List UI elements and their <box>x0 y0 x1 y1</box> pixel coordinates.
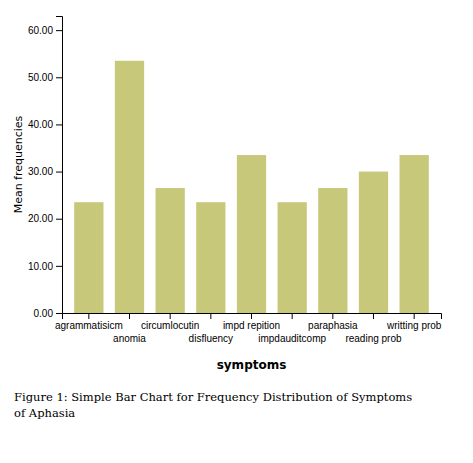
y-tick: 0.00 <box>34 308 62 319</box>
y-axis-title: Mean frequencies <box>12 115 25 213</box>
x-tick-label: agrammatisicm <box>55 320 123 331</box>
y-tick-label: 20.00 <box>28 213 53 224</box>
y-tick-mark <box>56 219 62 220</box>
y-tick-label: 10.00 <box>28 261 53 272</box>
plot: 0.00 10.00 20.00 30.00 40.00 50.00 60.00 agramm… <box>28 17 442 345</box>
y-tick-mark <box>56 124 62 125</box>
y-tick-mark <box>56 313 62 314</box>
bar <box>278 202 307 313</box>
caption: Figure 1: Simple Bar Chart for Frequency… <box>14 390 412 420</box>
x-tick-label: paraphasia <box>308 320 358 331</box>
x-tick-mark <box>414 313 415 319</box>
y-tick-label: 50.00 <box>28 72 53 83</box>
x-tick-mark <box>292 313 293 319</box>
bar <box>400 155 429 313</box>
caption-line: Figure 1: Simple Bar Chart for Frequency… <box>14 390 412 404</box>
x-tick-label: impdauditcomp <box>258 333 326 344</box>
bar <box>74 202 103 313</box>
x-tick: agrammatisicm <box>55 313 123 331</box>
x-tick-label: writting prob <box>386 320 442 331</box>
bar <box>156 188 185 313</box>
x-tick-mark <box>170 313 171 319</box>
bar <box>237 155 266 313</box>
y-tick: 10.00 <box>28 261 62 272</box>
x-tick-mark <box>129 313 130 319</box>
x-tick-mark <box>373 313 374 319</box>
x-tick-label: reading prob <box>345 333 402 344</box>
y-tick-mark <box>56 266 62 267</box>
y-axis-line <box>56 17 63 314</box>
y-tick-label: 60.00 <box>28 25 53 36</box>
y-tick: 30.00 <box>28 166 62 177</box>
x-tick: paraphasia <box>308 313 358 331</box>
x-tick-mark <box>251 313 252 319</box>
caption-line: of Aphasia <box>14 406 75 420</box>
y-tick-mark <box>56 77 62 78</box>
x-tick-mark <box>88 313 89 319</box>
x-tick-label: anomia <box>113 333 146 344</box>
x-tick-label: impd repition <box>223 320 280 331</box>
x-tick: impd repition <box>223 313 280 331</box>
y-tick-label: 0.00 <box>34 308 54 319</box>
x-axis-title: symptoms <box>217 358 287 372</box>
bar <box>115 61 144 313</box>
bar <box>318 188 347 313</box>
y-tick: 20.00 <box>28 213 62 224</box>
y-tick-mark <box>56 30 62 31</box>
y-tick: 40.00 <box>28 119 62 130</box>
y-tick-label: 40.00 <box>28 119 53 130</box>
x-tick: writting prob <box>386 313 442 331</box>
x-axis: agrammatisicm anomia circumlocutin disfluen… <box>55 313 442 344</box>
x-axis-line <box>63 314 442 320</box>
y-axis: 0.00 10.00 20.00 30.00 40.00 50.00 60.00 <box>28 17 63 319</box>
x-tick-label: disfluency <box>189 333 233 344</box>
x-tick-label: circumlocutin <box>141 320 199 331</box>
y-tick-mark <box>56 172 62 173</box>
bar <box>359 172 388 313</box>
bars <box>74 61 429 313</box>
x-tick-mark <box>210 313 211 319</box>
bar <box>196 202 225 313</box>
x-tick-mark <box>332 313 333 319</box>
y-tick: 60.00 <box>28 25 62 36</box>
y-tick: 50.00 <box>28 72 62 83</box>
chart: 0.00 10.00 20.00 30.00 40.00 50.00 60.00 agramm… <box>0 0 473 463</box>
y-tick-label: 30.00 <box>28 166 53 177</box>
x-tick: circumlocutin <box>141 313 199 331</box>
